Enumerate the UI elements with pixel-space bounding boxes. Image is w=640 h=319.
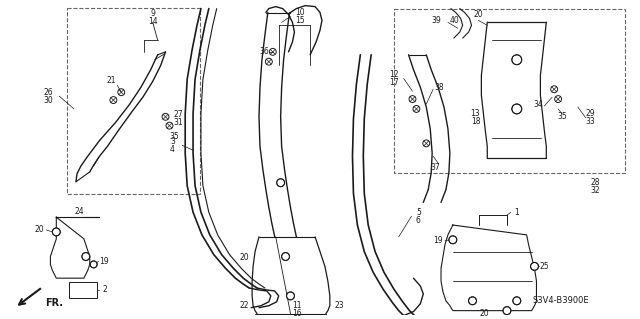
Circle shape (512, 104, 522, 114)
Circle shape (449, 236, 457, 244)
Circle shape (90, 261, 97, 268)
Text: 2: 2 (102, 286, 107, 294)
Text: 4: 4 (170, 145, 175, 154)
Text: 13: 13 (470, 109, 480, 118)
Circle shape (276, 179, 285, 187)
Circle shape (468, 297, 476, 305)
Text: 9: 9 (150, 9, 155, 18)
Text: 20: 20 (239, 253, 249, 262)
Circle shape (82, 253, 90, 260)
Text: 19: 19 (100, 257, 109, 266)
Text: S3V4-B3900E: S3V4-B3900E (532, 296, 589, 305)
Circle shape (512, 55, 522, 65)
Circle shape (503, 307, 511, 315)
Text: 32: 32 (591, 186, 600, 195)
Text: 25: 25 (540, 262, 549, 271)
Text: 11: 11 (292, 301, 302, 310)
Text: 35: 35 (557, 112, 567, 121)
Text: 31: 31 (173, 118, 183, 127)
Text: 35: 35 (170, 132, 179, 141)
Text: 29: 29 (586, 109, 595, 118)
Text: 36: 36 (259, 47, 269, 56)
Text: 12: 12 (389, 70, 399, 79)
Text: 30: 30 (44, 96, 53, 105)
Bar (69, 282, 97, 298)
Text: 16: 16 (292, 309, 302, 318)
Text: 33: 33 (586, 117, 595, 126)
Circle shape (531, 263, 538, 270)
Text: 38: 38 (435, 83, 444, 92)
Text: 20: 20 (35, 226, 44, 234)
Text: 22: 22 (239, 301, 249, 310)
Text: 5: 5 (416, 208, 421, 217)
Text: 6: 6 (416, 216, 421, 225)
Circle shape (287, 292, 294, 300)
Text: 27: 27 (173, 110, 183, 119)
Text: 20: 20 (474, 10, 483, 19)
Text: 23: 23 (335, 301, 344, 310)
Text: 21: 21 (107, 76, 116, 85)
Text: 19: 19 (433, 236, 443, 245)
Circle shape (513, 297, 521, 305)
Text: FR.: FR. (45, 298, 63, 308)
Text: 1: 1 (515, 208, 519, 217)
Text: 18: 18 (470, 117, 480, 126)
Text: 37: 37 (430, 163, 440, 173)
Bar (394, 9, 625, 173)
Text: 17: 17 (389, 78, 399, 87)
Text: 40: 40 (450, 16, 460, 25)
Text: 24: 24 (74, 207, 84, 216)
Text: 39: 39 (431, 16, 441, 25)
Text: 3: 3 (170, 137, 175, 146)
Text: 28: 28 (591, 178, 600, 187)
Circle shape (282, 253, 289, 260)
Text: 14: 14 (148, 17, 157, 26)
Text: 10: 10 (296, 8, 305, 17)
Text: 20: 20 (479, 309, 489, 318)
Bar (67, 8, 200, 194)
Text: 26: 26 (44, 88, 53, 97)
Text: 15: 15 (296, 16, 305, 25)
Circle shape (52, 228, 60, 236)
Text: 34: 34 (534, 100, 543, 108)
